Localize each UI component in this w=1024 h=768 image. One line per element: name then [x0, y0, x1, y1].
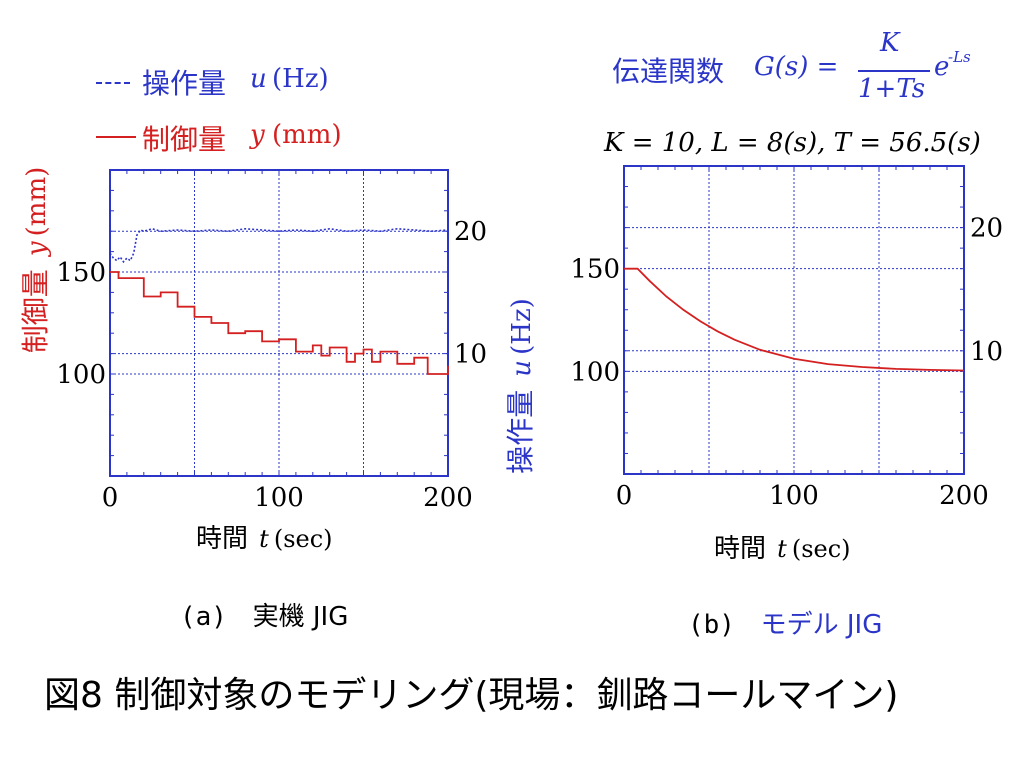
- chart-b-xtick-label-0: 0: [616, 481, 633, 511]
- legend-y-label: 制御量: [142, 123, 227, 156]
- x-axis-label-b-unit: (sec): [791, 535, 851, 563]
- chart-b-ytick-label-150: 150: [570, 255, 620, 285]
- chart-b-ytick-label-100: 100: [570, 357, 620, 387]
- x-axis-label-b: 時間 t (sec): [714, 528, 851, 565]
- caption-a: (a) 実機 JIG: [180, 596, 348, 633]
- formula-lhs: G(s) =: [754, 52, 839, 82]
- legend-y-unit: (mm): [272, 120, 342, 150]
- figure-title: 図8 制御対象のモデリング(現場：釧路コールマイン): [44, 675, 899, 716]
- formula-label: 伝達関数: [612, 55, 725, 88]
- legend-swatch-dotted: [96, 82, 130, 84]
- chart-a-ytick-label-100: 100: [56, 360, 106, 390]
- formula-denominator: 1+Ts: [858, 74, 926, 104]
- chart-b-xtick-label-200: 200: [939, 481, 989, 511]
- legend-y-var: y: [250, 120, 265, 150]
- legend-u-var: u: [250, 64, 267, 94]
- caption-b-prefix: (b): [688, 610, 735, 640]
- chart-b-y2tick-label-20: 20: [970, 214, 1003, 244]
- chart-a-series-y: [110, 271, 449, 375]
- chart-a-xtick-label-0: 0: [102, 483, 119, 513]
- chart-a-xtick-label-100: 100: [254, 483, 304, 513]
- formula-numerator: K: [880, 28, 900, 58]
- chart-a-xtick-label-200: 200: [423, 483, 473, 513]
- model-params: K = 10, L = 8(s), T = 56.5(s): [604, 128, 981, 158]
- caption-b-text: モデル JIG: [760, 610, 883, 640]
- chart-b-xtick-label-100: 100: [769, 481, 819, 511]
- caption-a-prefix: (a): [180, 602, 227, 632]
- x-axis-label-a: 時間 t (sec): [196, 518, 333, 555]
- chart-a-ytick-label-150: 150: [56, 258, 106, 288]
- x-axis-label-a-text: 時間: [196, 524, 249, 554]
- formula-exp-power: -Ls: [948, 48, 971, 66]
- chart-a-series-u: [109, 227, 449, 264]
- legend-swatch-solid: [96, 136, 136, 138]
- legend-u-unit: (Hz): [272, 64, 329, 94]
- legend-u-label: 操作量: [142, 67, 227, 100]
- formula-fraction-bar: [858, 70, 930, 72]
- chart-b-series-y: [624, 267, 965, 372]
- x-axis-label-a-unit: (sec): [273, 525, 333, 553]
- formula-exp-base: e: [934, 52, 950, 82]
- chart-a-y2tick-label-20: 20: [454, 217, 487, 247]
- x-axis-label-b-text: 時間: [714, 534, 767, 564]
- caption-b: (b) モデル JIG: [688, 604, 882, 641]
- x-axis-label-b-var: t: [777, 535, 787, 563]
- x-axis-label-a-var: t: [259, 525, 269, 553]
- chart-b-y2tick-label-10: 10: [970, 337, 1003, 367]
- chart-a-y2tick-label-10: 10: [454, 340, 487, 370]
- transfer-function: 伝達関数 G(s) = K 1+Ts e -Ls: [612, 28, 1012, 118]
- caption-a-text: 実機 JIG: [252, 602, 349, 632]
